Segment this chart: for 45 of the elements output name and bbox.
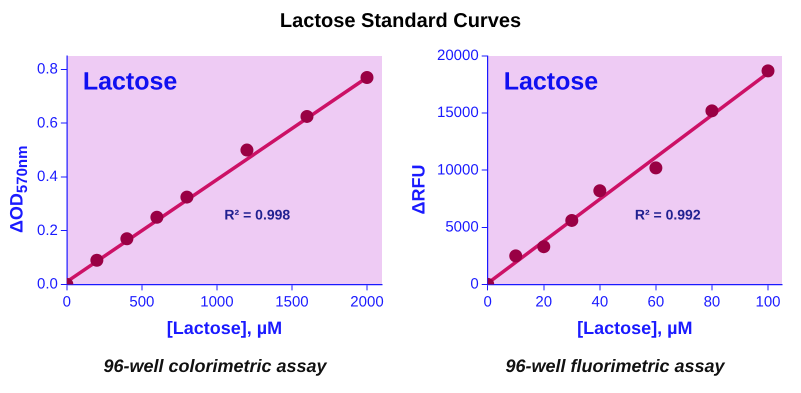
x-tick-label: 2000: [350, 294, 384, 311]
point: [150, 210, 164, 224]
point: [593, 184, 606, 198]
point: [537, 240, 550, 254]
x-tick-label: 100: [755, 294, 780, 311]
y-tick-label: 20000: [436, 47, 479, 64]
x-tick-label: 60: [648, 294, 664, 311]
x-axis-title: [Lactose], µM: [166, 318, 282, 338]
point: [509, 249, 522, 262]
point: [300, 110, 314, 123]
x-tick-label: 1500: [275, 294, 309, 311]
point: [705, 104, 718, 118]
y-tick-label: 5000: [445, 218, 479, 236]
y-tick-label: 0.8: [36, 60, 58, 78]
point: [180, 190, 194, 204]
chart-title: Lactose Standard Curves: [278, 10, 522, 33]
annotation: R² = 0.998: [224, 206, 290, 223]
point: [565, 214, 578, 227]
x-tick-label: 500: [129, 294, 154, 311]
point: [761, 64, 774, 78]
x-tick-label: 0: [484, 294, 492, 311]
y-tick-label: 0: [470, 276, 479, 293]
x-tick-label: 0: [62, 294, 72, 311]
x-tick-label: 40: [591, 294, 608, 311]
point: [120, 232, 134, 246]
point: [649, 161, 662, 174]
x-axis-title: [Lactose], µM: [577, 318, 693, 338]
point: [360, 70, 374, 84]
y-tick-label: 0.2: [36, 222, 58, 239]
y-tick-label: 0.0: [36, 276, 58, 293]
point: [90, 254, 104, 267]
x-tick-label: 20: [535, 294, 552, 311]
annotation: Lactose: [504, 67, 598, 96]
y-tick-label: 15000: [436, 104, 479, 122]
y-axis-title: ΔRFU: [408, 164, 430, 214]
x-tick-label: 1000: [200, 294, 234, 311]
y-tick-label: 0.6: [36, 114, 58, 132]
y-tick-label: 10000: [436, 161, 479, 178]
annotation: Lactose: [82, 67, 178, 96]
point: [240, 144, 254, 157]
text: 96-well fluorimetric assay: [504, 356, 726, 377]
y-tick-label: 0.4: [36, 168, 58, 186]
x-tick-label: 80: [704, 294, 720, 311]
text: 96-well colorimetric assay: [102, 356, 328, 377]
annotation: R² = 0.992: [634, 206, 701, 223]
